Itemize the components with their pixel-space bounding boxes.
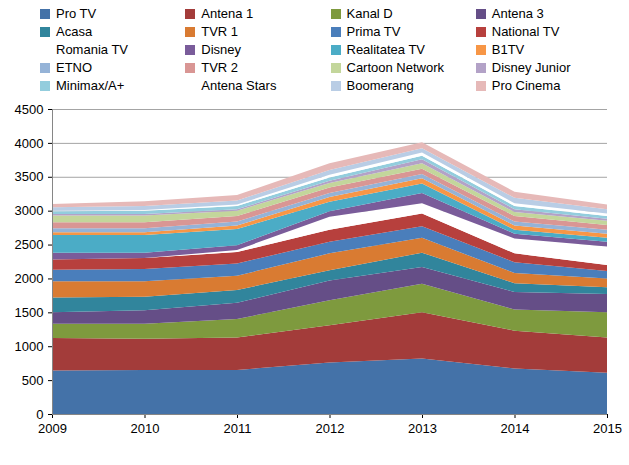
html-text:Antena Stars: Antena Stars [201, 78, 277, 93]
svg-text:4000: 4000 [15, 136, 44, 151]
svg-text:2012: 2012 [316, 421, 345, 436]
svg-text:3000: 3000 [15, 203, 44, 218]
html-text:Boomerang: Boomerang [346, 78, 414, 93]
html-text:Minimax/A+: Minimax/A+ [56, 78, 125, 93]
svg-text:4500: 4500 [15, 102, 44, 117]
html-text:National TV: National TV [491, 24, 560, 39]
html-text:Antena 3: Antena 3 [491, 6, 544, 21]
svg-text:0: 0 [36, 407, 43, 422]
html-text:Romania TV: Romania TV [56, 42, 128, 57]
svg-text:2011: 2011 [224, 421, 252, 436]
svg-text:500: 500 [22, 373, 44, 388]
html-text:B1TV: B1TV [491, 42, 525, 57]
svg-text:2014: 2014 [501, 421, 530, 436]
svg-text:1000: 1000 [15, 339, 44, 354]
svg-text:1500: 1500 [15, 305, 44, 320]
html-text:ETNO: ETNO [56, 60, 93, 75]
svg-text:3500: 3500 [15, 169, 44, 184]
html-text:Antena 1: Antena 1 [201, 6, 254, 21]
html-text:Realitatea TV: Realitatea TV [346, 42, 425, 57]
html-text:Kanal D: Kanal D [346, 6, 393, 21]
svg-text:2500: 2500 [15, 237, 44, 252]
html-text:TVR 2: TVR 2 [201, 60, 239, 75]
html-text:Cartoon Network: Cartoon Network [346, 60, 444, 75]
html-text:Pro TV: Pro TV [56, 6, 97, 21]
svg-text:2009: 2009 [38, 421, 67, 436]
svg-text:2010: 2010 [131, 421, 160, 436]
html-text:TVR 1: TVR 1 [201, 24, 239, 39]
html-text:Prima TV: Prima TV [346, 24, 401, 39]
html-text:Acasa: Acasa [56, 24, 93, 39]
html-text:Disney Junior: Disney Junior [491, 60, 571, 75]
html-text:Disney: Disney [201, 42, 241, 57]
html-text:Pro Cinema: Pro Cinema [491, 78, 561, 93]
svg-text:2000: 2000 [15, 271, 44, 286]
svg-text:2013: 2013 [408, 421, 437, 436]
svg-text:2015: 2015 [593, 421, 622, 436]
